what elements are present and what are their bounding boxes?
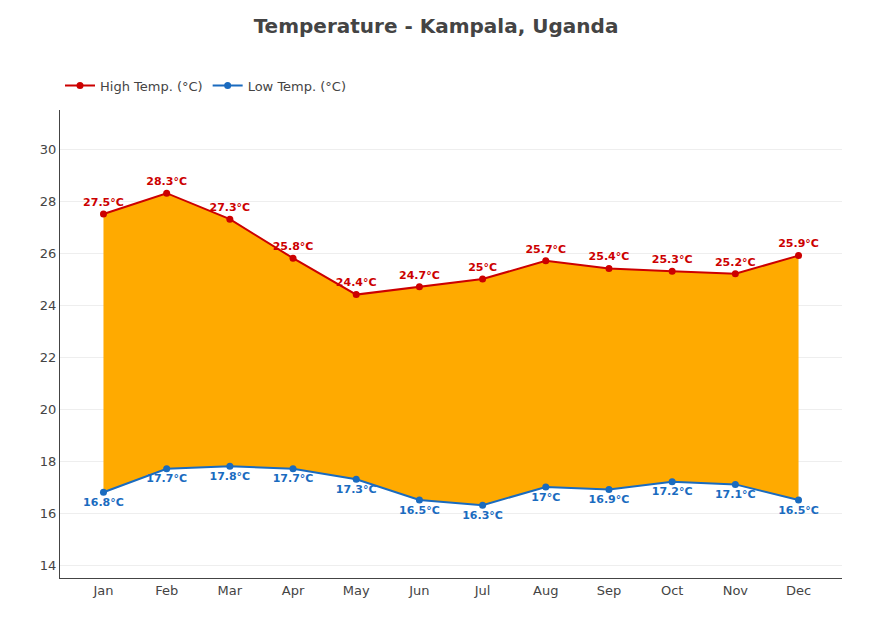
svg-text:28.3°C: 28.3°C xyxy=(146,175,187,188)
svg-text:May: May xyxy=(343,583,370,598)
svg-text:16: 16 xyxy=(40,506,57,521)
svg-text:Mar: Mar xyxy=(218,583,243,598)
svg-text:24.4°C: 24.4°C xyxy=(336,276,377,289)
svg-text:25.9°C: 25.9°C xyxy=(778,237,819,250)
svg-text:17°C: 17°C xyxy=(531,491,560,504)
svg-text:Sep: Sep xyxy=(597,583,622,598)
svg-text:25.4°C: 25.4°C xyxy=(589,250,630,263)
svg-text:Low Temp. (°C): Low Temp. (°C) xyxy=(248,79,346,94)
svg-text:17.7°C: 17.7°C xyxy=(146,472,187,485)
svg-text:25.8°C: 25.8°C xyxy=(273,240,314,253)
svg-text:17.2°C: 17.2°C xyxy=(652,485,693,498)
svg-text:25°C: 25°C xyxy=(468,261,497,274)
svg-text:Dec: Dec xyxy=(786,583,811,598)
svg-text:17.1°C: 17.1°C xyxy=(715,488,756,501)
svg-text:16.9°C: 16.9°C xyxy=(589,493,630,506)
svg-text:Aug: Aug xyxy=(533,583,558,598)
svg-text:16.3°C: 16.3°C xyxy=(462,509,503,522)
svg-text:Apr: Apr xyxy=(282,583,305,598)
svg-text:14: 14 xyxy=(40,558,57,573)
svg-text:Feb: Feb xyxy=(155,583,178,598)
svg-text:24: 24 xyxy=(40,298,57,313)
svg-text:16.5°C: 16.5°C xyxy=(399,504,440,517)
svg-text:25.2°C: 25.2°C xyxy=(715,256,756,269)
svg-text:17.8°C: 17.8°C xyxy=(209,470,250,483)
svg-text:27.3°C: 27.3°C xyxy=(209,201,250,214)
svg-text:Jul: Jul xyxy=(474,583,491,598)
svg-text:28: 28 xyxy=(40,194,57,209)
svg-text:Temperature - Kampala, Uganda: Temperature - Kampala, Uganda xyxy=(254,14,619,38)
svg-text:20: 20 xyxy=(40,402,57,417)
svg-text:Jan: Jan xyxy=(92,583,113,598)
svg-text:18: 18 xyxy=(40,454,57,469)
svg-text:27.5°C: 27.5°C xyxy=(83,196,124,209)
svg-text:22: 22 xyxy=(40,350,57,365)
svg-text:30: 30 xyxy=(40,142,57,157)
svg-text:17.7°C: 17.7°C xyxy=(273,472,314,485)
svg-text:Oct: Oct xyxy=(661,583,683,598)
svg-text:High Temp. (°C): High Temp. (°C) xyxy=(100,79,203,94)
svg-text:Jun: Jun xyxy=(408,583,429,598)
svg-text:24.7°C: 24.7°C xyxy=(399,269,440,282)
svg-text:17.3°C: 17.3°C xyxy=(336,483,377,496)
svg-text:16.8°C: 16.8°C xyxy=(83,496,124,509)
svg-text:25.3°C: 25.3°C xyxy=(652,253,693,266)
svg-text:Nov: Nov xyxy=(723,583,749,598)
svg-text:26: 26 xyxy=(40,246,57,261)
svg-text:16.5°C: 16.5°C xyxy=(778,504,819,517)
svg-text:25.7°C: 25.7°C xyxy=(525,243,566,256)
